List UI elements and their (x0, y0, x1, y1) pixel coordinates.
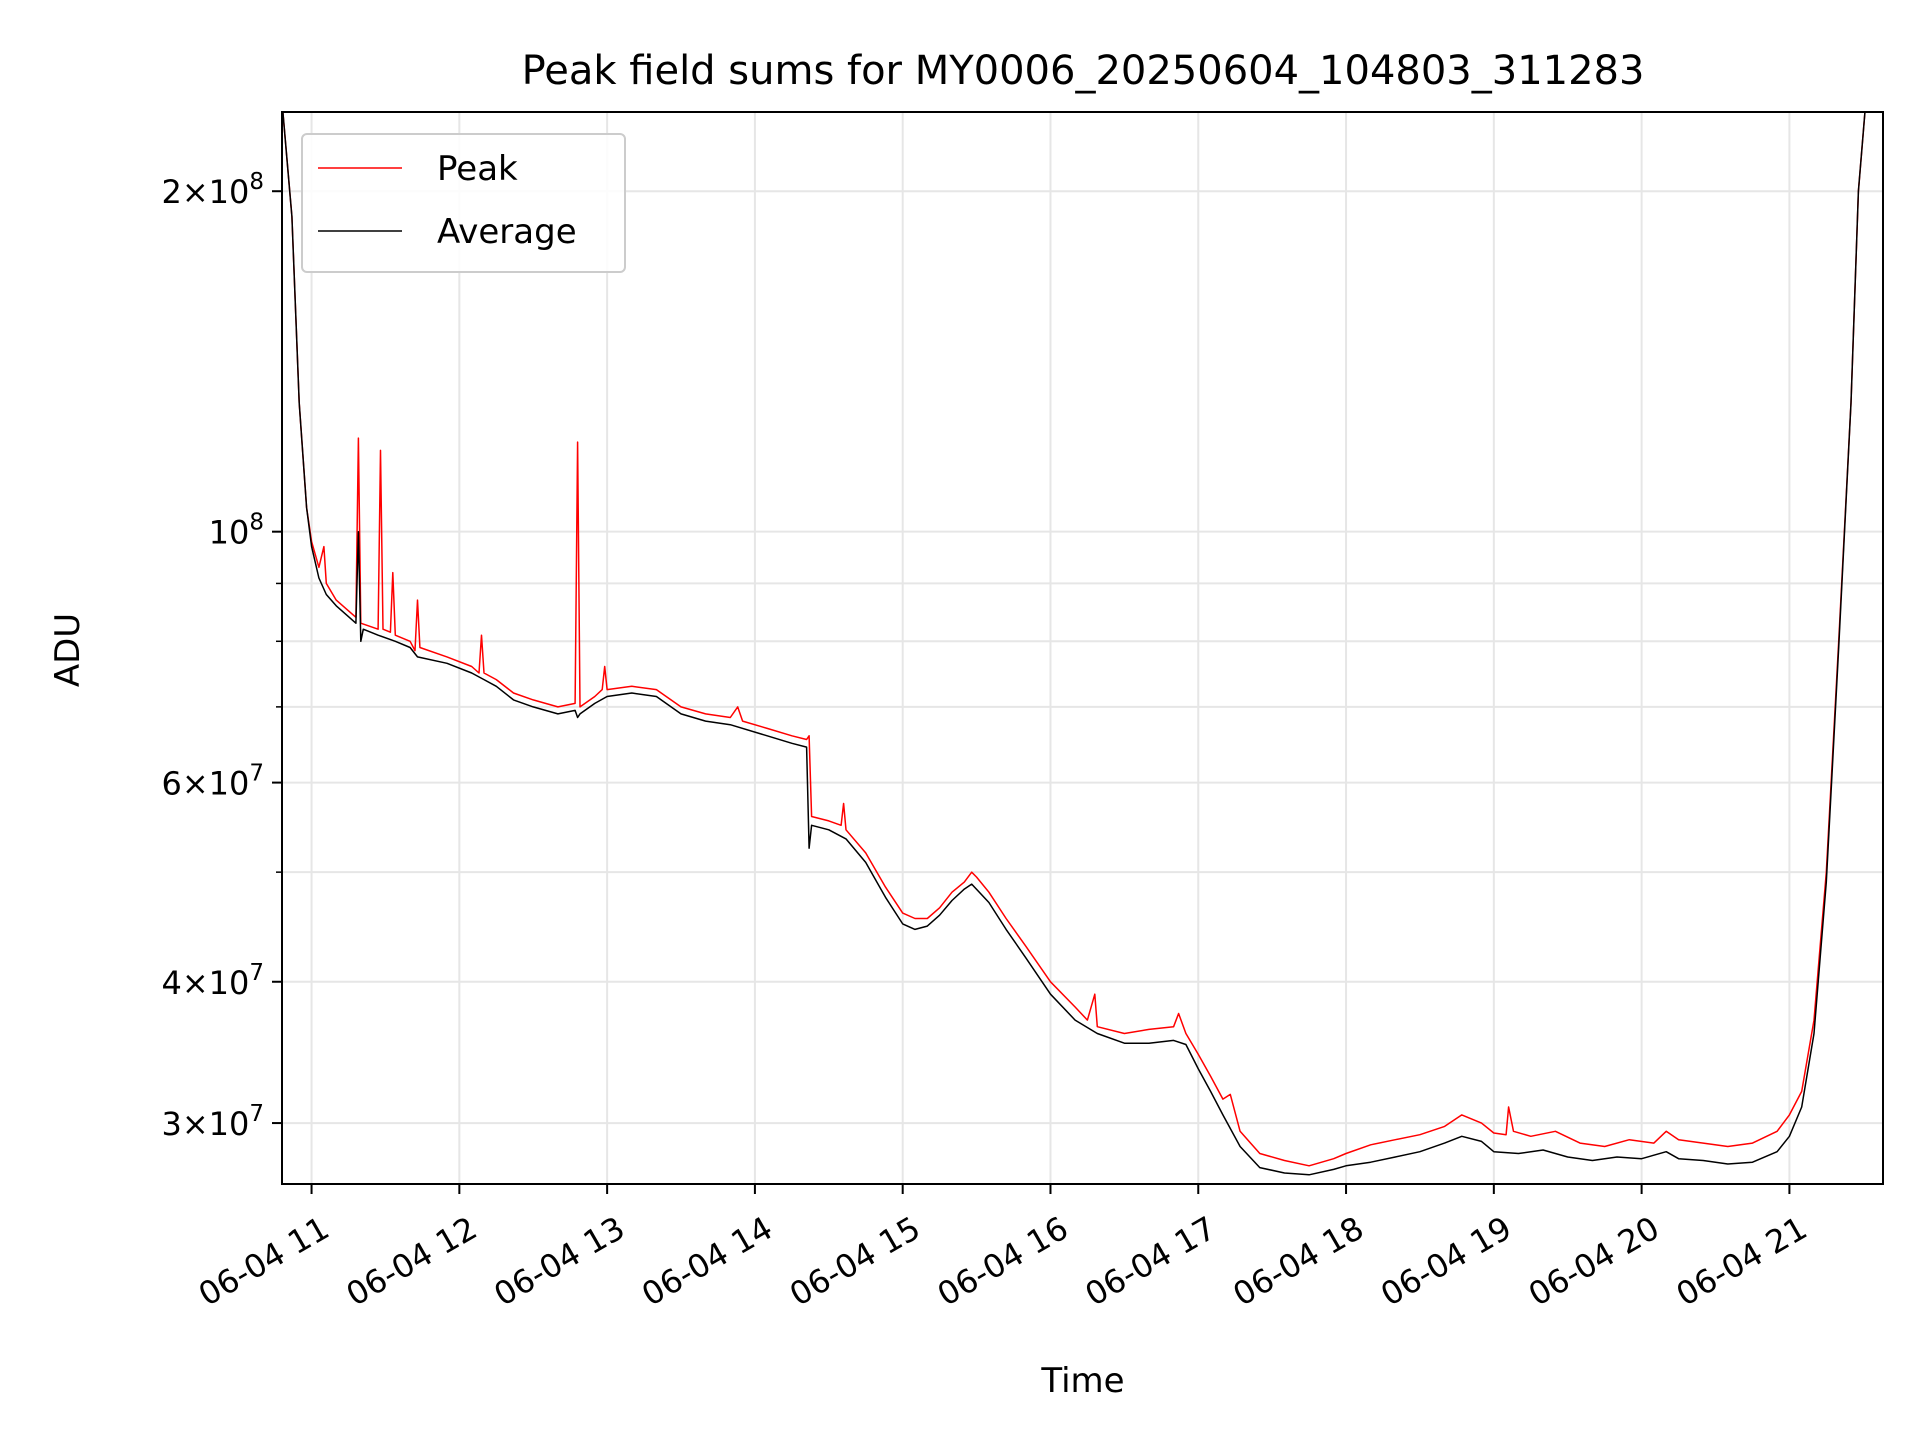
y-tick-label: 4×107 (161, 960, 264, 1002)
y-axis-title: ADU (48, 613, 88, 687)
legend: Peak Average (301, 133, 626, 273)
y-tick-label: 3×107 (161, 1101, 264, 1143)
series-layer (282, 112, 1866, 1176)
x-axis-title: Time (1040, 1361, 1124, 1401)
series-line-peak (282, 112, 1866, 1167)
y-tick-label: 2×108 (161, 169, 264, 211)
y-tick-base: 2×10 (161, 173, 249, 211)
y-tick-exponent: 7 (249, 960, 264, 986)
y-tick-base: 3×10 (161, 1105, 249, 1143)
legend-label-peak: Peak (437, 149, 518, 189)
chart-title: Peak field sums for MY0006_20250604_1048… (522, 48, 1645, 94)
y-tick-base: 10 (209, 514, 250, 552)
y-tick-exponent: 7 (249, 761, 264, 787)
grid (282, 112, 1883, 1184)
y-tick-base: 6×10 (161, 765, 249, 803)
y-tick-label: 108 (209, 510, 264, 552)
legend-label-average: Average (437, 212, 577, 252)
y-tick-exponent: 7 (249, 1101, 264, 1127)
y-tick-base: 4×10 (161, 964, 249, 1002)
plot-frame (281, 111, 1884, 1185)
y-tick-label: 6×107 (161, 761, 264, 803)
y-tick-exponent: 8 (249, 510, 264, 536)
y-tick-exponent: 8 (249, 169, 264, 195)
series-line-average (282, 112, 1866, 1176)
